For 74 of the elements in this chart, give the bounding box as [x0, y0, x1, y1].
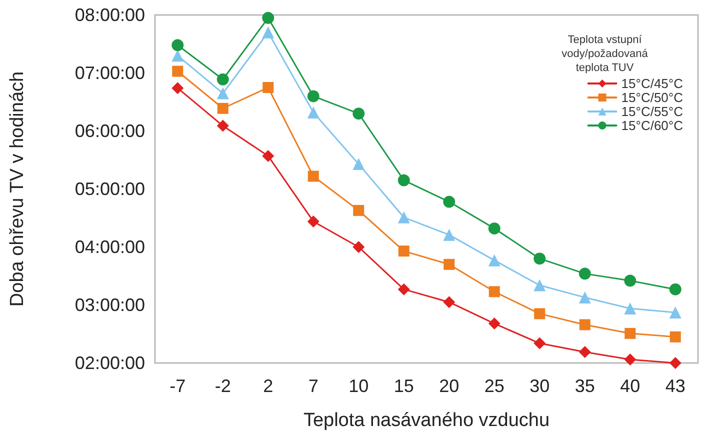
- y-tick-label: 03:00:00: [74, 295, 145, 315]
- x-tick-label: 15: [394, 376, 414, 396]
- point: [172, 82, 184, 94]
- x-tick-label: 20: [439, 376, 460, 396]
- legend-title: Teplota vstupní vody/požadovaná teplota TUV: [562, 34, 649, 74]
- point: [669, 306, 682, 319]
- point: [308, 170, 319, 182]
- point: [488, 254, 500, 266]
- point: [307, 106, 320, 118]
- point: [578, 268, 591, 280]
- point: [534, 279, 546, 292]
- point: [172, 66, 184, 77]
- x-tick-label: 43: [665, 376, 686, 396]
- point: [624, 354, 636, 366]
- point: [398, 174, 410, 186]
- y-axis-title: Doba ohřevu TV v hodinách: [7, 71, 28, 307]
- point: [172, 50, 184, 62]
- point: [216, 87, 229, 100]
- x-tick-label: 40: [620, 376, 640, 396]
- legend-label: 15°C/45°C: [621, 76, 684, 91]
- point: [216, 120, 229, 132]
- y-tick-label: 04:00:00: [74, 237, 145, 257]
- point: [534, 337, 546, 350]
- point: [398, 283, 410, 296]
- y-tick-label: 08:00:00: [74, 5, 145, 25]
- point: [443, 296, 456, 308]
- point: [352, 108, 365, 120]
- x-tick-label: 30: [530, 376, 550, 396]
- point: [398, 246, 410, 257]
- point: [578, 291, 591, 304]
- y-tick-label: 05:00:00: [74, 179, 145, 199]
- point: [534, 252, 546, 265]
- point: [624, 302, 636, 314]
- point: [488, 222, 500, 234]
- x-tick-label: 35: [574, 376, 595, 396]
- y-tick-label: 06:00:00: [74, 121, 145, 141]
- point: [624, 328, 636, 339]
- y-tick-label: 02:00:00: [74, 353, 145, 373]
- x-tick-label: 2: [263, 376, 274, 396]
- x-axis-title: Teplota nasávaného vzduchu: [303, 410, 550, 431]
- x-tick-label: 10: [348, 376, 369, 396]
- point: [669, 357, 682, 369]
- point: [353, 204, 364, 216]
- point: [670, 331, 681, 342]
- point: [534, 308, 546, 320]
- point: [307, 90, 320, 102]
- point: [352, 158, 365, 170]
- point: [172, 39, 184, 52]
- point: [488, 286, 500, 298]
- point: [624, 274, 636, 287]
- point: [578, 346, 591, 358]
- point: [398, 211, 410, 224]
- point: [579, 319, 590, 330]
- point: [262, 12, 274, 24]
- point: [443, 196, 456, 208]
- legend-label: 15°C/60°C: [621, 118, 684, 133]
- point: [262, 82, 274, 93]
- x-tick-label: -7: [170, 376, 186, 396]
- x-tick-label: 25: [484, 376, 504, 396]
- point: [216, 73, 229, 86]
- point: [262, 150, 274, 162]
- point: [444, 258, 455, 270]
- point: [307, 215, 320, 228]
- point: [488, 318, 500, 330]
- point: [262, 26, 274, 38]
- legend-label: 15°C/50°C: [621, 90, 684, 105]
- point: [669, 283, 682, 296]
- x-tick-label: -2: [214, 376, 231, 396]
- point: [352, 241, 365, 253]
- point: [217, 102, 228, 114]
- point: [443, 228, 456, 241]
- legend-label: 15°C/55°C: [621, 104, 684, 119]
- y-tick-label: 07:00:00: [74, 63, 145, 83]
- x-tick-label: 7: [308, 376, 318, 396]
